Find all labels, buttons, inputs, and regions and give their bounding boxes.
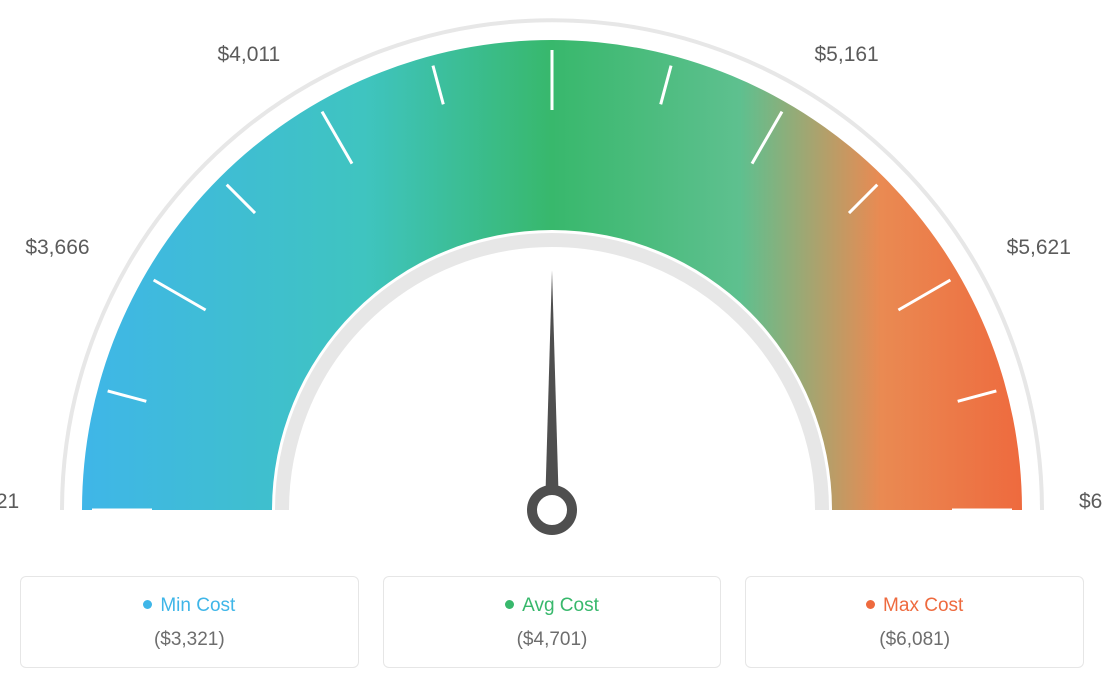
legend-card-min: Min Cost ($3,321) bbox=[20, 576, 359, 668]
legend-card-max: Max Cost ($6,081) bbox=[745, 576, 1084, 668]
legend-title-min: Min Cost bbox=[31, 595, 348, 617]
legend-avg-label: Avg Cost bbox=[522, 595, 599, 616]
legend-title-avg: Avg Cost bbox=[394, 595, 711, 617]
dot-icon bbox=[866, 600, 875, 609]
dot-icon bbox=[505, 600, 514, 609]
gauge-tick-label: $5,161 bbox=[815, 43, 879, 67]
legend-max-value: ($6,081) bbox=[756, 629, 1073, 651]
gauge-chart: $3,321$3,666$4,011$4,701$5,161$5,621$6,0… bbox=[20, 10, 1084, 570]
legend-min-value: ($3,321) bbox=[31, 629, 348, 651]
gauge-tick-label: $3,666 bbox=[25, 236, 89, 260]
legend-card-avg: Avg Cost ($4,701) bbox=[383, 576, 722, 668]
legend-min-label: Min Cost bbox=[160, 595, 235, 616]
legend-title-max: Max Cost bbox=[756, 595, 1073, 617]
gauge-svg bbox=[20, 10, 1084, 570]
gauge-tick-label: $4,011 bbox=[218, 43, 281, 67]
gauge-tick-label: $6,081 bbox=[1079, 490, 1104, 514]
legend-max-label: Max Cost bbox=[883, 595, 963, 616]
gauge-tick-label: $3,321 bbox=[0, 490, 19, 514]
legend-avg-value: ($4,701) bbox=[394, 629, 711, 651]
legend-row: Min Cost ($3,321) Avg Cost ($4,701) Max … bbox=[20, 576, 1084, 668]
dot-icon bbox=[143, 600, 152, 609]
gauge-tick-label: $5,621 bbox=[1007, 236, 1071, 260]
